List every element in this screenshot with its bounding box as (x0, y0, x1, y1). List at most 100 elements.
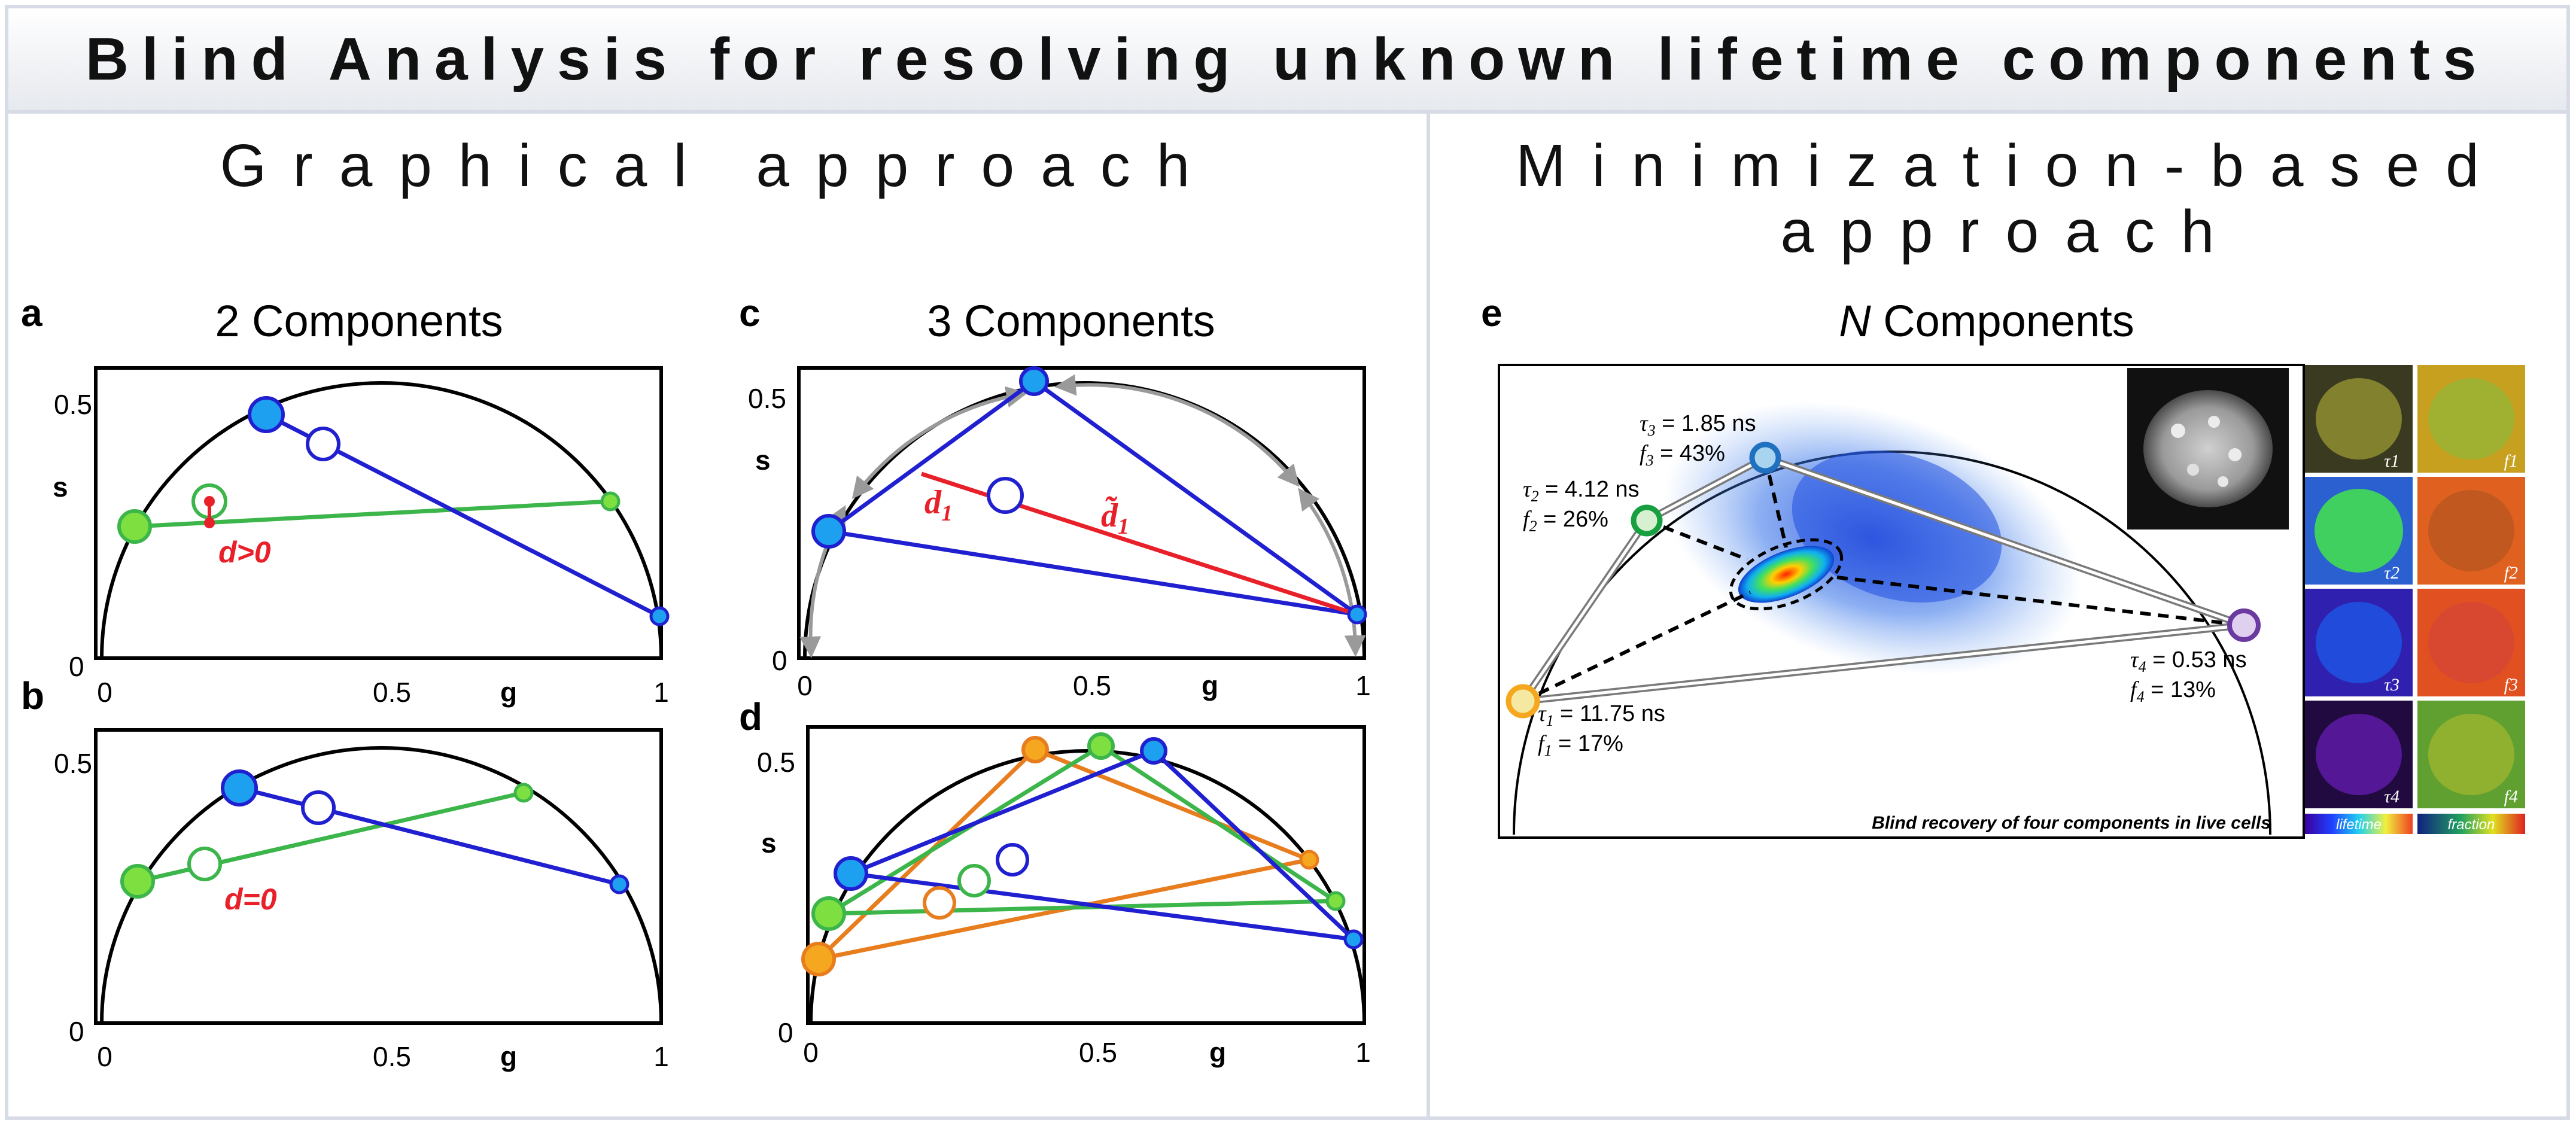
panel-d-green-dot-left (811, 896, 846, 931)
panel-c-g-label: g (1202, 670, 1218, 701)
panel-e-title-n: N (1839, 296, 1871, 346)
panel-e-tau3-val: = 1.85 ns (1656, 411, 1756, 436)
panel-d-blue-line-3 (850, 871, 1354, 942)
panel-a-blue-open-dot (306, 427, 340, 461)
panel-c-s-tick-0: 0 (772, 645, 787, 676)
thumb-tau4-cell (2316, 714, 2402, 795)
thumb-f3-label: f3 (2504, 675, 2518, 695)
panel-a-blue-small-dot (649, 606, 670, 626)
panel-d-box (806, 725, 1366, 1025)
panel-d-blue-line-2 (1152, 749, 1355, 941)
panel-d-green-line-3 (828, 899, 1336, 916)
right-heading-line1: Minimization-based (1516, 132, 2505, 199)
panel-d-orange-open-dot (923, 886, 956, 920)
thumb-f1-label: f1 (2504, 451, 2518, 471)
panel-e-tau2-sub: 2 (1531, 488, 1539, 505)
panel-b-letter: b (21, 674, 44, 717)
panel-e-tau1-val: = 11.75 ns (1554, 701, 1665, 726)
panel-c-blue-line-1 (827, 379, 1036, 533)
panel-a-distance-top (204, 496, 215, 507)
column-divider (1427, 114, 1430, 1116)
panel-b-green-open-dot (187, 847, 222, 881)
panel-d-green-dot-right (1325, 891, 1346, 911)
panel-c-open-dot (987, 477, 1024, 514)
panel-b-blue-open-dot (301, 790, 336, 825)
panel-e-tau4-label: τ4 = 0.53 ns (2130, 647, 2247, 675)
panel-d-s-tick-05: 0.5 (757, 747, 795, 778)
panel-d-green-line-1 (828, 744, 1102, 915)
panel-c-s-label: s (755, 445, 771, 476)
panel-d-green-open-dot (957, 864, 991, 897)
panel-c-g-tick-05: 0.5 (1073, 670, 1111, 701)
figure-frame: Blind Analysis for resolving unknown lif… (5, 5, 2570, 1120)
panel-e-cell-spot-1 (2171, 424, 2185, 438)
panel-a: a 2 Components d>0 0.5 0 s 0 0.5 g 1 (21, 291, 670, 708)
panel-e-title: N Components (1839, 296, 2134, 346)
panel-b-g-tick-0: 0 (97, 1041, 112, 1072)
colorbar-lifetime-label: lifetime (2336, 817, 2382, 833)
colorbar-fraction-label: fraction (2448, 817, 2495, 833)
panel-e-hot-spot (1738, 546, 1835, 603)
panel-a-title: 2 Components (215, 296, 503, 346)
panel-d-blue-dot-left (834, 856, 868, 891)
panel-e-tau2-label: τ2 = 4.12 ns (1523, 477, 1640, 505)
panel-a-blue-large-dot (248, 396, 285, 433)
panel-e-cell-spot-3 (2228, 448, 2242, 461)
panel-c-semicircle (803, 381, 1366, 659)
panel-b-annotation: d=0 (224, 882, 277, 916)
panel-c: c 3 Components d1 d̃1 0.5 0 s 0 0.5 g 1 (739, 291, 1371, 701)
panel-b-g-tick-1: 1 (653, 1041, 669, 1072)
panel-d-g-tick-05: 0.5 (1079, 1037, 1117, 1068)
panel-e-tau1-label: τ1 = 11.75 ns (1538, 701, 1665, 729)
panel-e-f3-sub: 3 (1646, 452, 1654, 469)
panel-b-box (94, 728, 663, 1025)
thumb-f1-cell (2428, 378, 2514, 459)
left-heading: Graphical approach (220, 132, 1216, 199)
panel-b: b d=0 0.5 0 0 0.5 g 1 (21, 674, 669, 1072)
panel-c-d1-tilde-label: d̃1 (1101, 495, 1129, 539)
panel-e-letter: e (1481, 291, 1503, 334)
thumb-tau2-label: τ2 (2384, 563, 2399, 583)
panel-e-cell-nucleus (2143, 390, 2273, 507)
panel-c-arc-top-right (1054, 374, 1300, 487)
panel-c-blue-line-3 (828, 529, 1358, 617)
thumb-tau4-label: τ4 (2384, 787, 2399, 807)
panel-e-tau4-sub: 4 (2139, 658, 2146, 675)
panel-b-blue-large-dot (221, 769, 258, 807)
panel-c-d1-sub: 1 (941, 501, 953, 526)
panel-b-green-large-dot (120, 864, 155, 899)
panel-a-s-label: s (53, 471, 68, 503)
panel-a-g-tick-0: 0 (97, 677, 112, 708)
panel-e-dash-tau3 (1763, 457, 1788, 548)
panel-b-blue-line (239, 786, 620, 887)
panel-e-hot-spot-outline (1729, 538, 1844, 611)
title-bar: Blind Analysis for resolving unknown lif… (8, 8, 2566, 114)
panel-e-box (1498, 364, 2305, 839)
panel-e-tau4-marker (2227, 608, 2261, 642)
panel-d-letter: d (739, 695, 762, 738)
thumb-f4-cell (2428, 714, 2514, 795)
panel-e-f4-label: f4 = 13% (2130, 677, 2216, 705)
panel-e-cell-spot-2 (2208, 416, 2220, 428)
panel-c-arc-top-left (851, 386, 1028, 500)
panel-d: d 0.5 0 s 0 0.5 g 1 (739, 695, 1371, 1068)
panel-e-caption: Blind recovery of four components in liv… (1872, 813, 2271, 833)
panel-c-s-tick-05: 0.5 (748, 383, 786, 414)
panel-e-f4-sub: 4 (2137, 688, 2145, 705)
panel-e-cell-spot-4 (2187, 464, 2199, 476)
panel-b-s-tick-05: 0.5 (54, 748, 92, 779)
panel-c-blue-dot-right (1347, 604, 1367, 625)
thumb-tau1-label: τ1 (2384, 451, 2399, 471)
panel-a-annotation: d>0 (218, 535, 271, 569)
panel-a-green-small-dot (600, 491, 621, 512)
panel-d-orange-line-2 (1034, 747, 1310, 862)
thumb-f2-label: f2 (2504, 563, 2518, 583)
panel-e-tau2-val: = 4.12 ns (1539, 477, 1640, 502)
panel-c-arc-right (1298, 488, 1366, 657)
panel-e-dash-tau1 (1522, 591, 1751, 703)
panel-b-s-tick-0: 0 (69, 1016, 84, 1047)
panel-c-title: 3 Components (927, 296, 1215, 346)
panel-e-tau3-sub: 3 (1647, 422, 1656, 439)
panel-e-tau3-marker (1749, 442, 1781, 474)
panel-c-blue-line-2 (1032, 379, 1359, 616)
